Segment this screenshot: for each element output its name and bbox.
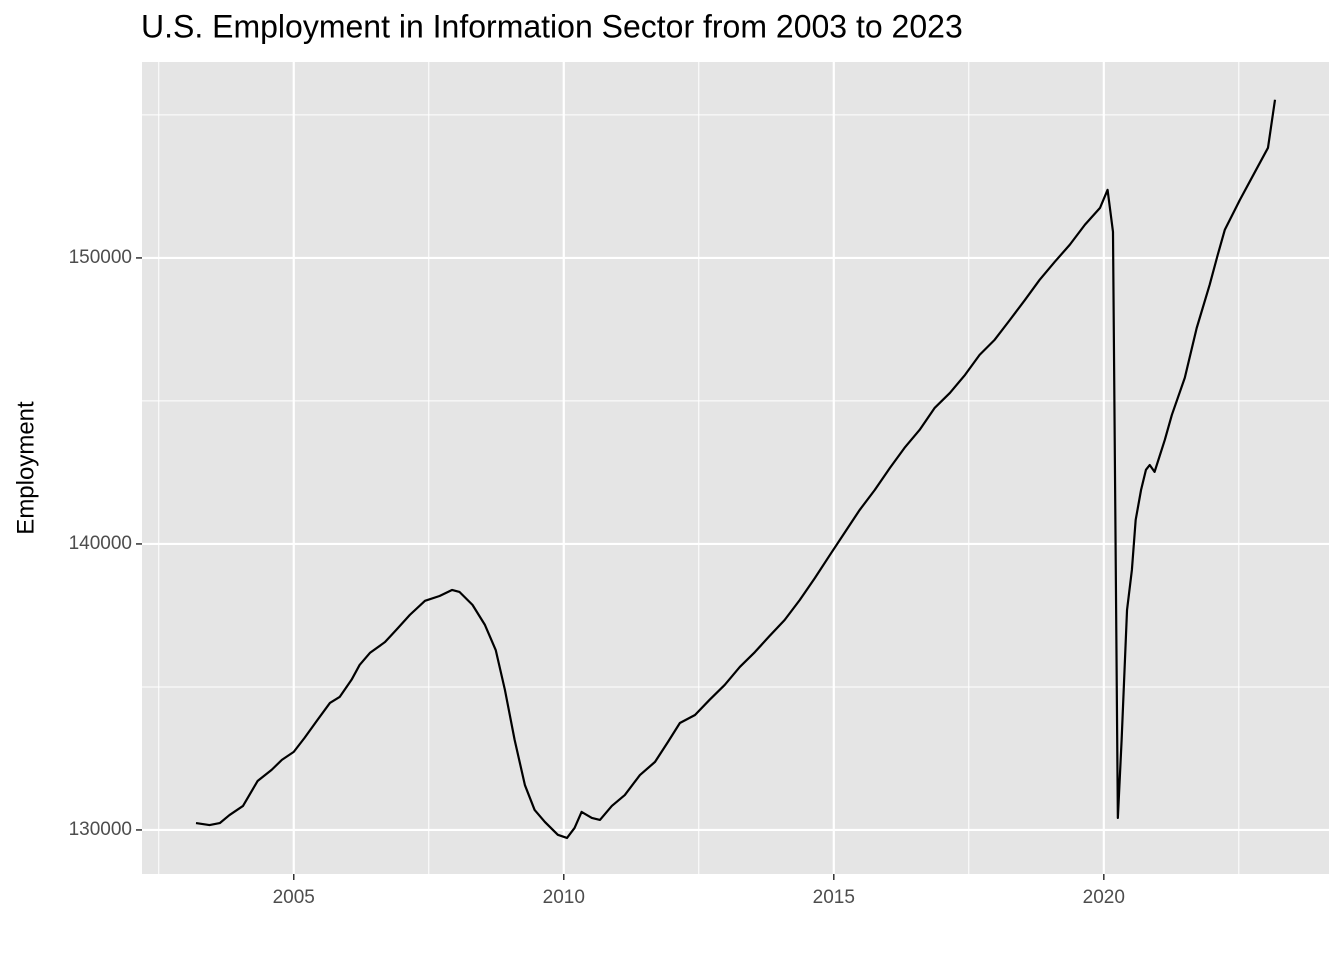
y-tick-label: 130000 [69,819,132,840]
x-tick-label: 2015 [813,887,855,908]
x-tick-label: 2005 [273,887,315,908]
chart-title: U.S. Employment in Information Sector fr… [141,8,963,44]
y-axis-label: Employment [12,401,39,535]
line [195,99,1277,840]
plot-background [142,62,1329,874]
x-tick-label: 2010 [543,887,585,908]
x-tick-label: 2020 [1083,887,1125,908]
y-tick-label: 140000 [69,533,132,554]
y-tick-label: 150000 [69,247,132,268]
